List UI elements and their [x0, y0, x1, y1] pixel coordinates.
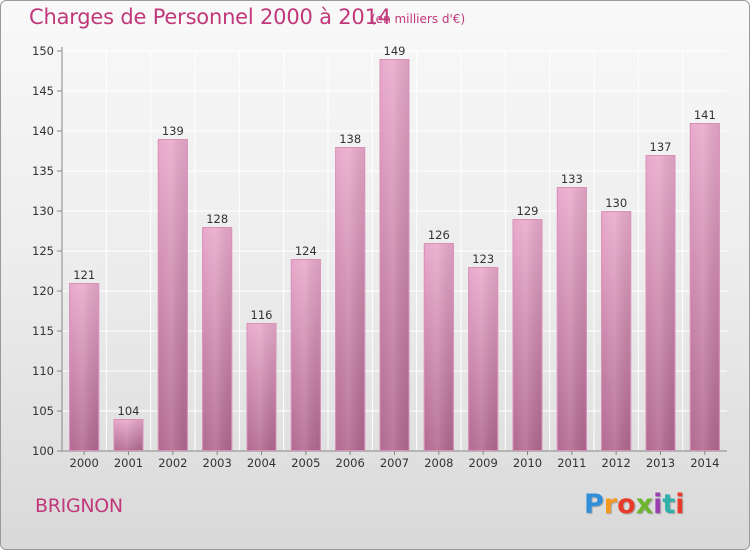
data-label: 121: [73, 268, 95, 282]
bar-outline: [202, 227, 233, 451]
logo-letter: o: [617, 489, 636, 520]
data-label: 137: [650, 140, 672, 154]
y-tick-label: 125: [32, 244, 54, 258]
bar-outline: [246, 323, 277, 451]
x-tick-label: 2000: [70, 456, 99, 470]
logo-letter: i: [653, 489, 663, 520]
logo-letter: x: [635, 489, 654, 520]
bar-shine: [423, 243, 454, 451]
bar-outline: [379, 59, 410, 451]
x-tick-label: 2007: [380, 456, 409, 470]
data-label: 123: [472, 252, 494, 266]
logo-letter: i: [675, 489, 685, 520]
bar-outline: [689, 123, 720, 451]
x-tick-label: 2010: [513, 456, 542, 470]
bar-shine: [556, 187, 587, 451]
bar-outline: [601, 211, 632, 451]
bar-outline: [113, 419, 144, 451]
data-label: 138: [339, 132, 361, 146]
y-tick-label: 145: [32, 84, 54, 98]
data-label: 149: [384, 44, 406, 58]
data-label: 124: [295, 244, 317, 258]
bar-shine: [246, 323, 277, 451]
bar-chart: 100 105 110 115 120 125 130 135 140 145 150 121 200…: [32, 44, 727, 470]
logo-letter: t: [662, 489, 676, 520]
bar-shine: [645, 155, 676, 451]
y-tick-label: 110: [32, 364, 54, 378]
x-tick-label: 2013: [646, 456, 675, 470]
x-tick-label: 2006: [336, 456, 365, 470]
y-tick-label: 130: [32, 204, 54, 218]
bar-shine: [157, 139, 188, 451]
data-label: 139: [162, 124, 184, 138]
bar-shine: [601, 211, 632, 451]
x-tick-label: 2008: [424, 456, 453, 470]
data-label: 116: [251, 308, 273, 322]
bar-shine: [290, 259, 321, 451]
bar-shine: [468, 267, 499, 451]
x-tick-label: 2002: [158, 456, 187, 470]
data-label: 129: [517, 204, 539, 218]
y-tick-label: 140: [32, 124, 54, 138]
bar-shine: [113, 419, 144, 451]
town-name: BRIGNON: [35, 495, 123, 517]
logo-letter: P: [584, 489, 604, 520]
bar-outline: [512, 219, 543, 451]
data-label: 104: [118, 404, 140, 418]
bar-shine: [69, 283, 100, 451]
x-tick-label: 2001: [114, 456, 143, 470]
y-tick-label: 105: [32, 404, 54, 418]
bar-shine: [512, 219, 543, 451]
data-label: 133: [561, 172, 583, 186]
y-tick-label: 120: [32, 284, 54, 298]
bar-outline: [69, 283, 100, 451]
bar-outline: [157, 139, 188, 451]
data-label: 141: [694, 108, 716, 122]
bar-shine: [335, 147, 366, 451]
x-tick-label: 2005: [291, 456, 320, 470]
label-layer: 121 2000 104 2001 139 2002 128 2003 116 2004 124 20…: [70, 44, 720, 470]
bar-outline: [423, 243, 454, 451]
bar-outline: [290, 259, 321, 451]
logo-letter: r: [603, 489, 618, 520]
bar-shine: [379, 59, 410, 451]
y-tick-label: 115: [32, 324, 54, 338]
bar-outline: [335, 147, 366, 451]
x-tick-label: 2004: [247, 456, 276, 470]
data-label: 130: [605, 196, 627, 210]
x-tick-label: 2014: [690, 456, 719, 470]
bar-outline: [645, 155, 676, 451]
y-tick-label: 135: [32, 164, 54, 178]
bar-shine: [202, 227, 233, 451]
chart-title: Charges de Personnel 2000 à 2014: [29, 5, 391, 29]
bar-layer: [69, 59, 720, 451]
bar-outline: [468, 267, 499, 451]
proxiti-logo: Proxiti: [584, 489, 685, 520]
y-tick-label: 150: [32, 44, 54, 58]
x-tick-label: 2011: [557, 456, 586, 470]
data-label: 128: [206, 212, 228, 226]
x-tick-label: 2003: [203, 456, 232, 470]
unit-label: (en milliers d'€): [371, 12, 466, 26]
x-tick-label: 2009: [469, 456, 498, 470]
x-tick-label: 2012: [602, 456, 631, 470]
bar-shine: [689, 123, 720, 451]
data-label: 126: [428, 228, 450, 242]
bar-outline: [556, 187, 587, 451]
y-tick-label: 100: [32, 444, 54, 458]
